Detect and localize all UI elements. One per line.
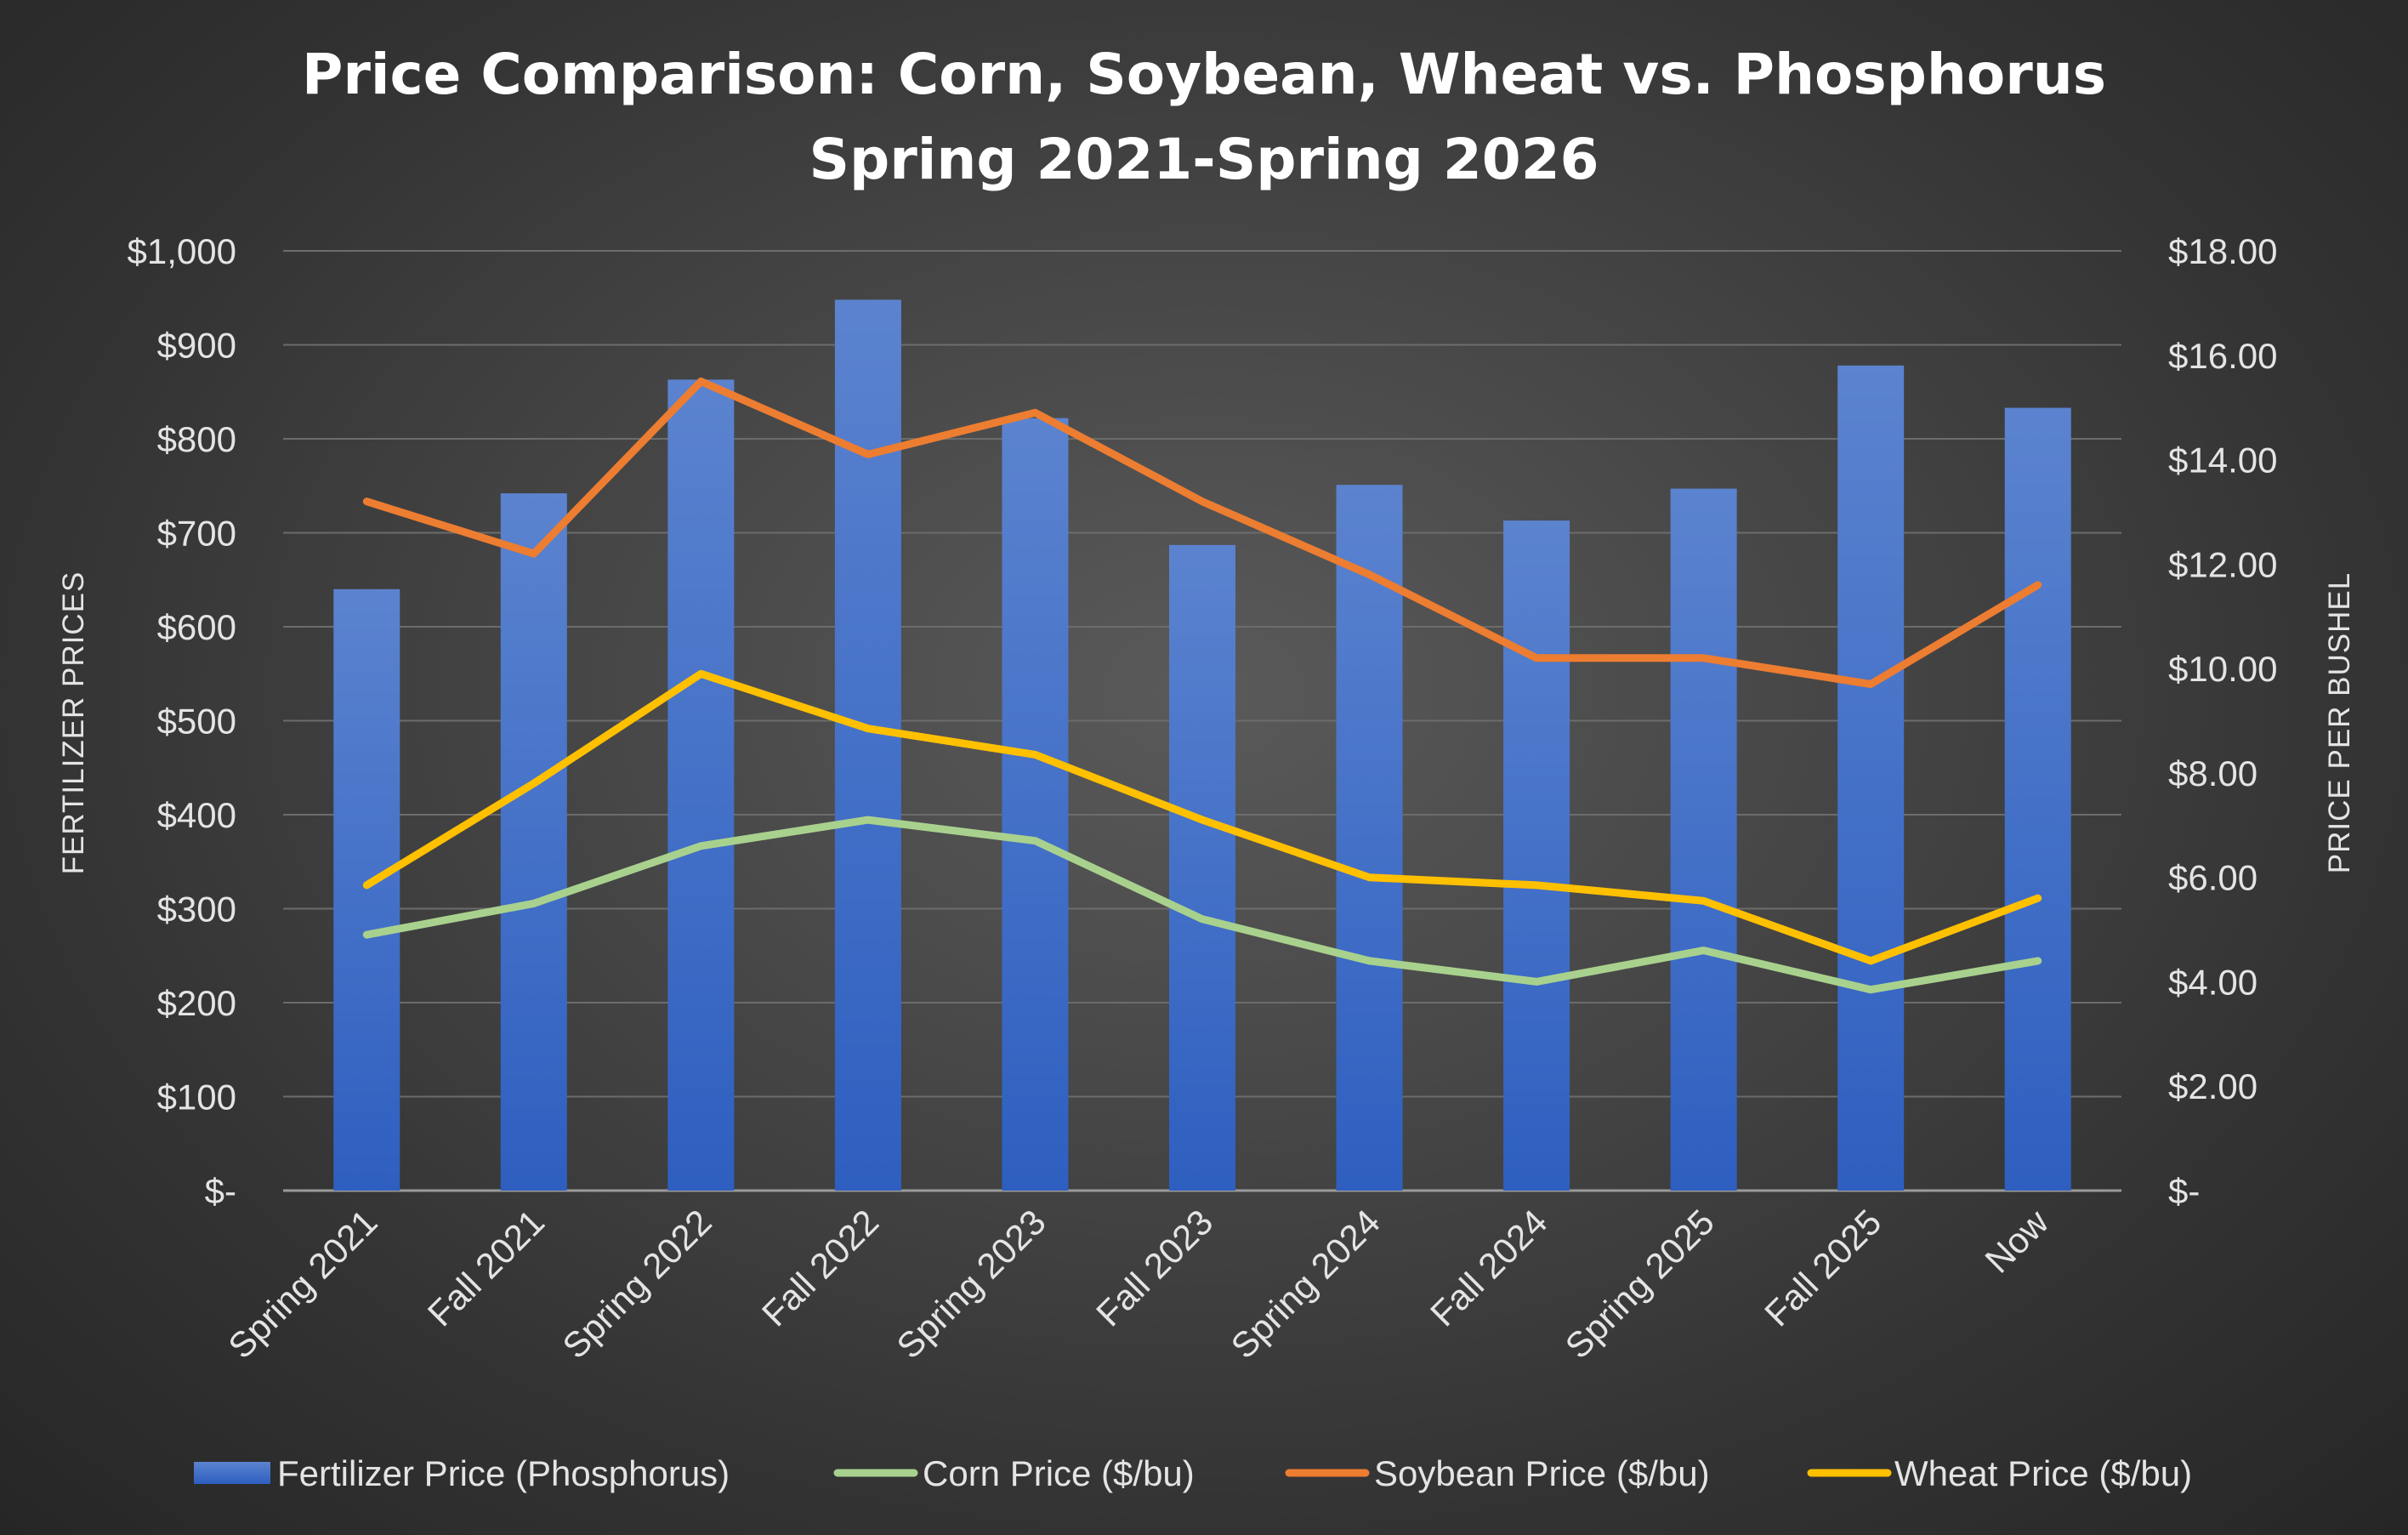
- bar-series: [333, 299, 2071, 1191]
- right-axis-ticks: $- $2.00 $4.00 $6.00 $8.00 $10.00 $12.00 $14.00…: [2168, 231, 2277, 1211]
- x-tick-label: Spring 2025: [1558, 1202, 1722, 1366]
- x-tick-label: Spring 2022: [554, 1202, 718, 1366]
- x-tick-label: Spring 2023: [889, 1202, 1053, 1366]
- x-tick-label: Fall 2025: [1757, 1202, 1888, 1333]
- legend-label: Fertilizer Price (Phosphorus): [277, 1453, 730, 1493]
- right-tick-label: $12.00: [2168, 544, 2277, 584]
- legend: Fertilizer Price (Phosphorus) Corn Price …: [194, 1453, 2192, 1493]
- left-tick-label: $600: [157, 607, 236, 647]
- bar-spring-2025: [1670, 488, 1737, 1191]
- left-tick-label: $700: [157, 514, 236, 554]
- x-tick-label: Fall 2022: [754, 1202, 886, 1333]
- bar-fall-2025: [1837, 365, 1905, 1191]
- legend-swatch-bar: [194, 1462, 270, 1484]
- chart-subtitle: Spring 2021-Spring 2026: [809, 127, 1599, 192]
- line-series: [362, 378, 2042, 994]
- left-tick-label: $900: [157, 326, 236, 366]
- left-tick-label: $1,000: [128, 231, 236, 271]
- left-tick-label: $-: [205, 1171, 236, 1211]
- left-tick-label: $400: [157, 795, 236, 835]
- bar-now: [2004, 407, 2071, 1191]
- x-tick-label: Fall 2024: [1423, 1202, 1554, 1333]
- right-tick-label: $4.00: [2168, 962, 2258, 1002]
- legend-label: Wheat Price ($/bu): [1894, 1453, 2192, 1493]
- x-tick-label: Fall 2023: [1088, 1202, 1220, 1333]
- series-line-soybean: [362, 378, 2042, 688]
- legend-label: Soybean Price ($/bu): [1374, 1453, 1710, 1493]
- right-tick-label: $10.00: [2168, 649, 2277, 689]
- right-tick-label: $18.00: [2168, 231, 2277, 271]
- x-tick-label: Spring 2024: [1224, 1202, 1388, 1366]
- right-tick-label: $2.00: [2168, 1066, 2258, 1106]
- left-tick-label: $800: [157, 419, 236, 459]
- legend-label: Corn Price ($/bu): [923, 1453, 1195, 1493]
- left-axis-title: FERTILIZER PRICES: [57, 571, 90, 875]
- bar-fall-2021: [500, 493, 567, 1191]
- left-axis-ticks: $- $100 $200 $300 $400 $500 $600 $700 $800 $900 $1…: [128, 231, 236, 1211]
- x-tick-label: Now: [1977, 1202, 2056, 1281]
- left-tick-label: $500: [157, 702, 236, 742]
- x-tick-label: Spring 2021: [220, 1202, 384, 1366]
- right-tick-label: $-: [2168, 1171, 2200, 1211]
- chart-title: Price Comparison: Corn, Soybean, Wheat v…: [302, 42, 2106, 107]
- x-axis-ticks: Spring 2021 Fall 2021 Spring 2022 Fall 2022…: [220, 1202, 2056, 1367]
- series-line-corn: [362, 816, 2042, 994]
- right-tick-label: $16.00: [2168, 336, 2277, 376]
- series-line-wheat: [362, 669, 2042, 965]
- bar-fall-2022: [834, 299, 901, 1191]
- left-tick-label: $200: [157, 983, 236, 1023]
- bar-spring-2023: [1002, 418, 1069, 1191]
- right-axis-title: PRICE PER BUSHEL: [2323, 572, 2356, 873]
- left-tick-label: $300: [157, 890, 236, 930]
- bar-spring-2024: [1336, 485, 1403, 1191]
- right-tick-label: $14.00: [2168, 441, 2277, 480]
- right-tick-label: $6.00: [2168, 858, 2258, 898]
- bar-fall-2023: [1169, 544, 1235, 1191]
- bar-spring-2022: [667, 379, 735, 1191]
- x-tick-label: Fall 2021: [420, 1202, 552, 1333]
- left-tick-label: $100: [157, 1077, 236, 1117]
- right-tick-label: $8.00: [2168, 753, 2258, 793]
- chart-title-group: Price Comparison: Corn, Soybean, Wheat v…: [302, 42, 2106, 192]
- bar-fall-2024: [1503, 520, 1570, 1191]
- bar-spring-2021: [333, 588, 400, 1191]
